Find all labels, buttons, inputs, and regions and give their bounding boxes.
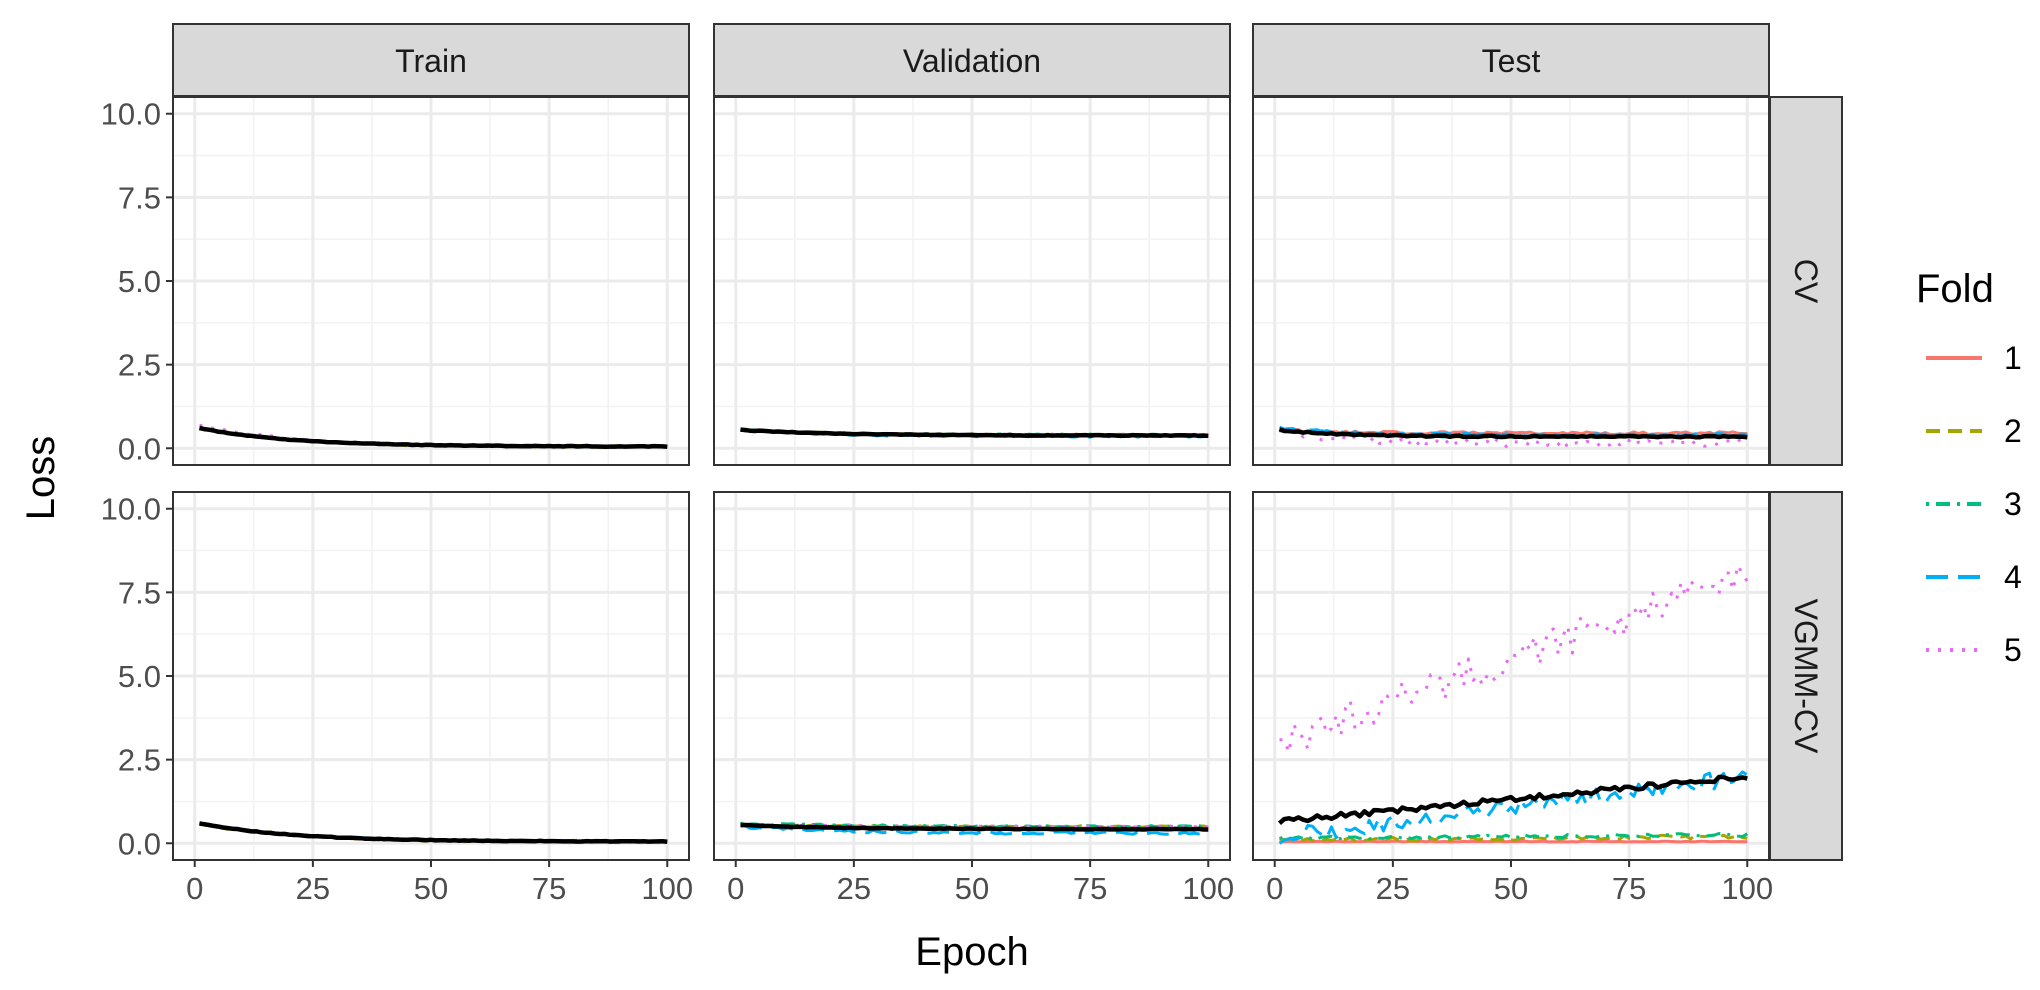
panel-border xyxy=(713,96,1231,466)
strip-label-train: Train xyxy=(395,43,467,79)
y-tick-label: 7.5 xyxy=(118,180,161,215)
series-mean-line xyxy=(1278,774,1748,825)
legend-label: 2 xyxy=(2004,413,2022,449)
panel-vgmm-cv-train xyxy=(172,491,690,861)
series-mean-line xyxy=(740,427,1209,439)
x-tick-label: 75 xyxy=(532,871,566,906)
series-fold-5 xyxy=(1279,563,1749,754)
y-axis-title: Loss xyxy=(19,436,63,521)
panel-border xyxy=(1252,96,1770,466)
panel-cv-validation xyxy=(713,96,1231,466)
strip-label-test: Test xyxy=(1482,43,1541,79)
series-fold-3 xyxy=(740,821,1209,829)
series-mean-line xyxy=(1278,427,1748,440)
x-tick-label: 75 xyxy=(1612,871,1646,906)
x-tick-label: 100 xyxy=(1721,871,1773,906)
legend: Fold 1 2 3 4 5 xyxy=(1916,267,2022,668)
x-tick-label: 25 xyxy=(1376,871,1410,906)
x-tick-label: 25 xyxy=(296,871,330,906)
panel-vgmm-cv-test xyxy=(1252,491,1770,861)
x-tick-label: 100 xyxy=(641,871,693,906)
legend-label: 1 xyxy=(2004,340,2022,376)
legend-label: 4 xyxy=(2004,559,2022,595)
panel-vgmm-cv-validation xyxy=(713,491,1231,861)
x-tick-label: 0 xyxy=(727,871,744,906)
legend-item-3: 3 xyxy=(1926,486,2022,522)
legend-item-5: 5 xyxy=(1926,632,2022,668)
x-tick-label: 25 xyxy=(837,871,871,906)
strip-label-cv: CV xyxy=(1788,259,1824,304)
y-tick-label: 0.0 xyxy=(118,431,161,466)
legend-item-4: 4 xyxy=(1926,559,2022,595)
series-fold-4 xyxy=(740,823,1209,836)
series-mean-line xyxy=(199,821,668,845)
series-fold-3 xyxy=(1278,832,1749,841)
y-tick-label: 10.0 xyxy=(101,492,161,527)
x-axis-ticks: 0 25 50 75 100 0 25 50 75 100 0 25 50 75 100 xyxy=(186,860,1773,906)
legend-item-2: 2 xyxy=(1926,413,2022,449)
column-strip-test: Test xyxy=(1252,23,1770,97)
y-tick-label: 2.5 xyxy=(118,348,161,383)
panel-cv-train xyxy=(172,96,690,466)
series-fold-2 xyxy=(1279,833,1748,843)
facet-panels xyxy=(172,96,1770,861)
series-mean-line xyxy=(198,425,668,450)
series-mean-line xyxy=(740,822,1209,832)
legend-item-1: 1 xyxy=(1926,340,2022,376)
y-tick-label: 10.0 xyxy=(101,97,161,132)
x-tick-label: 50 xyxy=(955,871,989,906)
column-strip-train: Train xyxy=(172,23,690,97)
row-strip-vgmm-cv: VGMM-CV xyxy=(1769,491,1843,861)
x-tick-label: 0 xyxy=(186,871,203,906)
x-tick-label: 50 xyxy=(414,871,448,906)
panel-cv-test xyxy=(1252,96,1770,466)
y-tick-label: 5.0 xyxy=(118,659,161,694)
column-strip-validation: Validation xyxy=(713,23,1231,97)
row-strip-cv: CV xyxy=(1769,96,1843,466)
y-tick-label: 0.0 xyxy=(118,826,161,861)
legend-title: Fold xyxy=(1916,267,1994,311)
y-tick-label: 5.0 xyxy=(118,264,161,299)
y-tick-label: 7.5 xyxy=(118,575,161,610)
x-tick-label: 100 xyxy=(1182,871,1234,906)
y-tick-label: 2.5 xyxy=(118,743,161,778)
strip-label-validation: Validation xyxy=(903,43,1041,79)
x-tick-label: 0 xyxy=(1266,871,1283,906)
strip-label-vgmm-cv: VGMM-CV xyxy=(1788,599,1824,754)
legend-label: 5 xyxy=(2004,632,2022,668)
legend-label: 3 xyxy=(2004,486,2022,522)
x-axis-title: Epoch xyxy=(915,930,1028,974)
x-tick-label: 50 xyxy=(1494,871,1528,906)
y-axis-ticks: 0.0 2.5 5.0 7.5 10.0 0.0 2.5 5.0 7.5 10.0 xyxy=(101,97,173,861)
x-tick-label: 75 xyxy=(1073,871,1107,906)
